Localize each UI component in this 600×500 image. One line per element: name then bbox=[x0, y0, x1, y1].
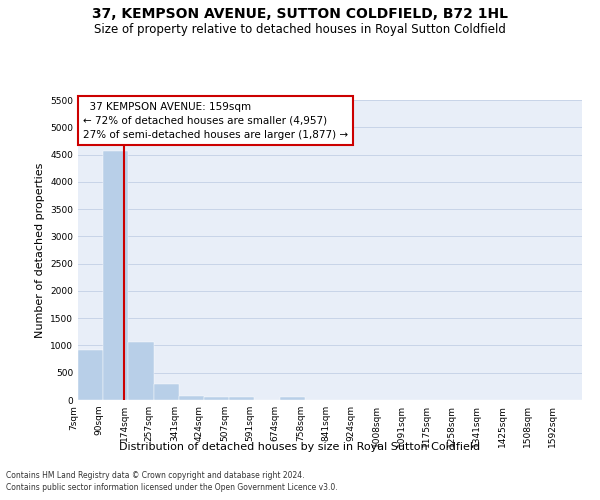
Bar bbox=[78, 350, 103, 400]
Bar bbox=[154, 384, 179, 400]
Bar bbox=[128, 342, 154, 400]
Bar bbox=[103, 152, 128, 400]
Text: 37 KEMPSON AVENUE: 159sqm
← 72% of detached houses are smaller (4,957)
27% of se: 37 KEMPSON AVENUE: 159sqm ← 72% of detac… bbox=[83, 102, 348, 140]
Bar bbox=[280, 396, 305, 400]
Bar bbox=[229, 397, 254, 400]
Text: Size of property relative to detached houses in Royal Sutton Coldfield: Size of property relative to detached ho… bbox=[94, 22, 506, 36]
Text: Contains HM Land Registry data © Crown copyright and database right 2024.: Contains HM Land Registry data © Crown c… bbox=[6, 471, 305, 480]
Bar bbox=[204, 396, 229, 400]
Text: Contains public sector information licensed under the Open Government Licence v3: Contains public sector information licen… bbox=[6, 484, 338, 492]
Text: 37, KEMPSON AVENUE, SUTTON COLDFIELD, B72 1HL: 37, KEMPSON AVENUE, SUTTON COLDFIELD, B7… bbox=[92, 8, 508, 22]
Y-axis label: Number of detached properties: Number of detached properties bbox=[35, 162, 44, 338]
Text: Distribution of detached houses by size in Royal Sutton Coldfield: Distribution of detached houses by size … bbox=[119, 442, 481, 452]
Bar bbox=[179, 396, 204, 400]
